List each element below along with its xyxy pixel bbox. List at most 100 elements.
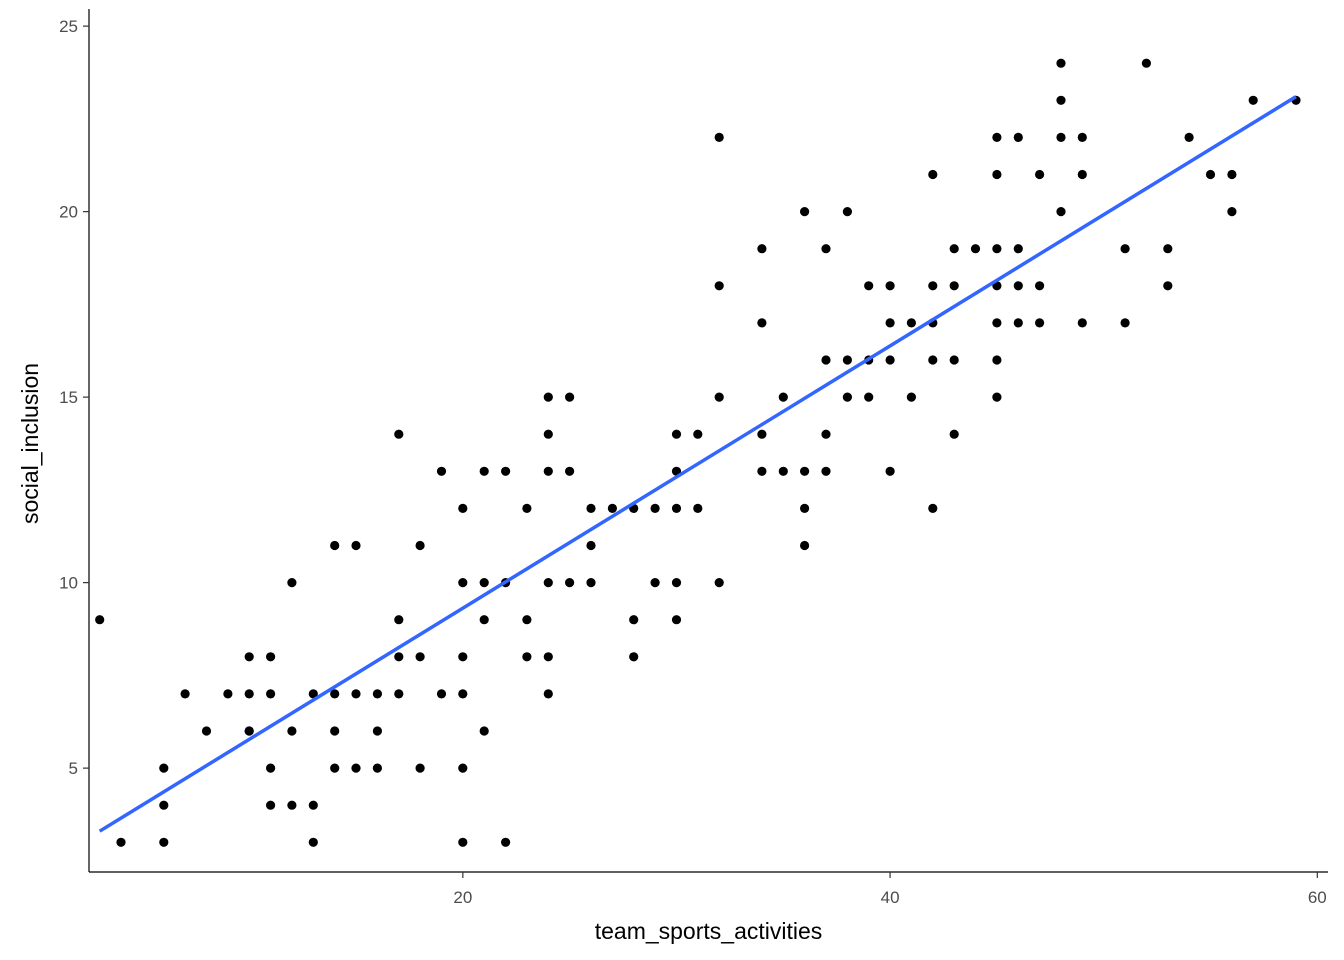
y-tick-label: 25 (59, 17, 78, 36)
data-point (586, 578, 596, 588)
data-point (372, 763, 382, 773)
data-point (436, 466, 447, 476)
data-point (1120, 318, 1130, 328)
data-point (714, 281, 724, 291)
data-point (394, 615, 404, 625)
data-point (180, 689, 190, 699)
data-point (714, 578, 724, 588)
data-point (757, 244, 767, 254)
y-tick-label: 20 (59, 203, 78, 222)
fit-line (98, 95, 1297, 833)
x-tick-label: 20 (453, 888, 472, 907)
data-point (394, 429, 404, 439)
data-point (543, 466, 553, 476)
data-point (266, 763, 276, 773)
data-point (415, 540, 425, 551)
data-point (821, 244, 831, 254)
data-point (543, 652, 553, 662)
data-point (458, 837, 468, 847)
data-point (244, 726, 254, 736)
data-point (501, 837, 511, 847)
data-point (308, 689, 318, 699)
data-point (458, 578, 468, 588)
data-point (1035, 281, 1045, 291)
data-point (864, 281, 874, 291)
data-point (821, 429, 831, 439)
data-point (992, 244, 1002, 254)
data-point (458, 689, 468, 699)
data-point (266, 800, 276, 810)
data-point (885, 355, 895, 365)
data-point (159, 837, 169, 847)
data-point (842, 392, 853, 402)
data-point (308, 837, 318, 847)
data-point (501, 466, 511, 476)
data-point (159, 800, 169, 810)
data-point (330, 763, 340, 773)
data-point (1013, 244, 1023, 254)
data-point (1013, 318, 1023, 328)
data-point (757, 429, 767, 439)
data-point (885, 318, 895, 328)
data-point (800, 503, 810, 513)
x-tick-label: 40 (881, 888, 900, 907)
data-point (244, 652, 254, 662)
data-point (330, 540, 340, 551)
data-point (543, 429, 553, 439)
data-point (479, 466, 489, 476)
data-point (543, 392, 553, 402)
data-point (522, 615, 532, 625)
data-point (842, 355, 853, 365)
data-point (949, 429, 959, 439)
data-point (1248, 95, 1258, 105)
data-point (479, 578, 489, 588)
data-point (394, 689, 404, 699)
data-point (201, 726, 212, 736)
data-point (543, 578, 553, 588)
data-point (308, 800, 318, 810)
data-point (1184, 132, 1194, 142)
data-point (864, 392, 874, 402)
data-point (372, 726, 382, 736)
data-point (1013, 132, 1023, 142)
data-point (330, 726, 340, 736)
data-point (693, 503, 703, 513)
data-point (1056, 207, 1066, 217)
x-axis-title: team_sports_activities (595, 918, 823, 944)
data-point (1163, 244, 1173, 254)
data-point (714, 392, 724, 402)
data-point (928, 281, 938, 291)
data-point (287, 726, 297, 736)
data-point (992, 318, 1002, 328)
data-point (1035, 318, 1045, 328)
data-point (757, 466, 767, 476)
data-point (1056, 95, 1066, 105)
axes-layer: 5 10 15 20 25 20 40 60 (59, 9, 1328, 907)
y-tick-label: 10 (59, 574, 78, 593)
data-point (970, 244, 981, 254)
data-point (522, 503, 532, 513)
data-point (565, 466, 575, 476)
data-point (778, 392, 788, 402)
y-tick-label: 5 (69, 759, 78, 778)
data-point (629, 652, 639, 662)
data-point (1205, 169, 1216, 180)
data-point (1077, 318, 1087, 328)
data-point (949, 244, 959, 254)
data-point (992, 132, 1002, 142)
data-point (1141, 58, 1151, 68)
data-point (800, 466, 810, 476)
data-point (522, 652, 532, 662)
data-point (458, 503, 468, 513)
data-point (436, 689, 447, 699)
data-point (1056, 58, 1066, 68)
data-point (671, 578, 682, 588)
data-point (671, 429, 682, 439)
data-point (693, 429, 703, 439)
data-point (586, 503, 596, 513)
data-point (116, 837, 126, 847)
data-point (223, 689, 233, 699)
data-point (95, 615, 105, 625)
data-point (266, 689, 276, 699)
